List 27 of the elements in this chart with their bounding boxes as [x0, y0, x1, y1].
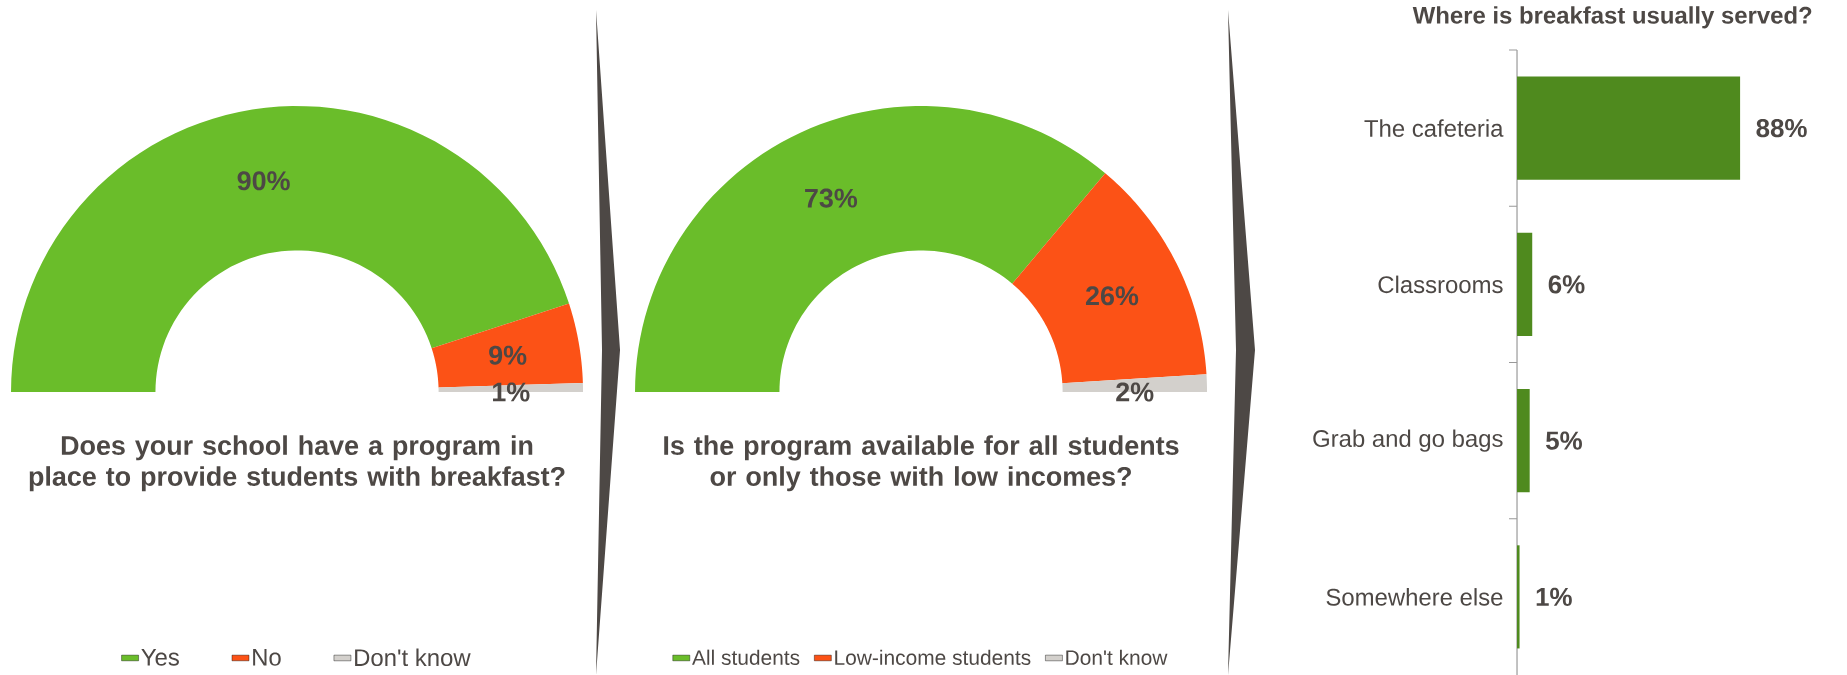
legend-label: Yes	[141, 648, 179, 666]
data-label: 26%	[1085, 286, 1139, 306]
bar	[1517, 76, 1741, 180]
chart-title: Where is breakfast usually served?	[1412, 6, 1812, 29]
data-label: 5%	[1546, 431, 1582, 450]
bar	[1517, 545, 1520, 649]
data-label: 9%	[489, 345, 527, 365]
legend-label: No	[253, 648, 281, 666]
legend-label: Don't know	[1066, 649, 1168, 665]
data-label: 88%	[1756, 118, 1807, 138]
bar	[1517, 389, 1530, 493]
data-label: 1%	[1536, 587, 1572, 606]
bar	[1517, 232, 1533, 336]
y-tick-label: The cafeteria	[1364, 119, 1504, 137]
data-label: 73%	[805, 188, 858, 208]
data-label: 90%	[237, 171, 290, 191]
legend-label: Don't know	[355, 648, 471, 667]
data-label: 6%	[1548, 275, 1585, 294]
data-label: 2%	[1116, 382, 1154, 402]
y-tick-label: Classrooms	[1378, 275, 1503, 294]
y-tick-label: Grab and go bags	[1313, 429, 1503, 452]
legend-label: Low-income students	[835, 649, 1031, 665]
text: Does your school have a program in place to provide students with breakfast?	[29, 435, 565, 492]
legend-label: All students	[692, 649, 800, 665]
y-tick-label: Somewhere else	[1326, 588, 1503, 606]
text: Is the program available for all students or only those with low incomes?	[664, 435, 1179, 492]
data-label: 1%	[493, 382, 530, 402]
